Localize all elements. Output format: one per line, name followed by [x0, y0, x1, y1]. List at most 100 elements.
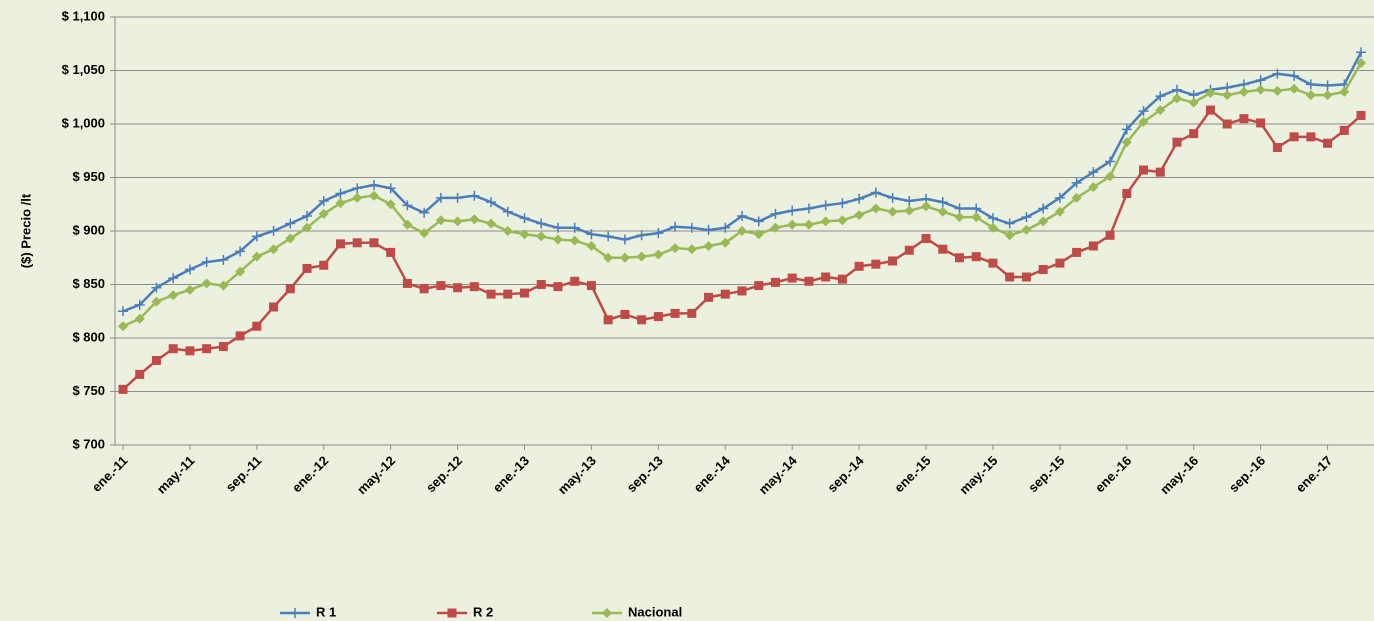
marker [954, 203, 965, 214]
x-tick-label: may.-13 [555, 453, 599, 497]
marker [787, 273, 797, 283]
marker [921, 201, 932, 212]
marker [502, 206, 513, 217]
marker [670, 308, 680, 318]
marker [1255, 75, 1266, 86]
marker [854, 261, 864, 271]
marker [1222, 119, 1232, 129]
marker [653, 312, 663, 322]
marker [870, 203, 881, 214]
marker [486, 289, 496, 299]
marker [704, 292, 714, 302]
marker [1054, 206, 1065, 217]
marker [168, 273, 179, 284]
marker [1171, 84, 1182, 95]
marker [1171, 93, 1182, 104]
marker [1105, 171, 1116, 182]
marker [319, 260, 329, 270]
y-tick-label: $ 800 [72, 329, 105, 344]
marker [1121, 137, 1132, 148]
series-line [122, 108, 1362, 391]
marker [302, 263, 312, 273]
marker [1005, 272, 1015, 282]
marker [1239, 114, 1249, 124]
marker [753, 216, 764, 227]
marker [1072, 247, 1082, 257]
marker [168, 290, 179, 301]
marker [218, 280, 229, 291]
marker [1289, 83, 1300, 94]
marker [1339, 125, 1349, 135]
marker [1155, 105, 1166, 116]
marker [703, 224, 714, 235]
marker [1155, 167, 1165, 177]
marker [536, 218, 547, 229]
x-tick-label: ene.-17 [1293, 453, 1335, 495]
marker [837, 274, 847, 284]
marker [235, 331, 245, 341]
marker [1356, 110, 1366, 120]
marker [619, 252, 630, 263]
marker [770, 277, 780, 287]
marker [268, 226, 279, 236]
marker [804, 276, 814, 286]
marker [302, 222, 313, 233]
x-tick-label: may.-11 [154, 453, 198, 497]
marker [987, 222, 998, 233]
marker [318, 208, 329, 219]
marker [1155, 91, 1166, 102]
marker [1205, 105, 1215, 115]
marker [184, 284, 195, 295]
x-tick-label: sep.-12 [423, 453, 465, 495]
marker [637, 315, 647, 325]
y-tick-label: $ 1,100 [62, 8, 105, 23]
marker [1305, 90, 1316, 101]
marker [1122, 189, 1132, 199]
marker [1188, 97, 1199, 108]
marker [134, 313, 145, 324]
marker [636, 230, 647, 241]
marker [1222, 90, 1233, 101]
marker [435, 192, 446, 203]
marker [1021, 212, 1032, 223]
marker [1238, 86, 1249, 97]
marker [603, 315, 613, 325]
marker [636, 251, 647, 262]
marker [1021, 272, 1031, 282]
marker [854, 193, 865, 204]
y-tick-label: $ 1,050 [62, 62, 105, 77]
marker [1256, 118, 1266, 128]
x-tick-label: ene.-16 [1092, 453, 1134, 495]
marker [519, 213, 530, 224]
marker [653, 249, 664, 260]
marker [151, 282, 162, 293]
marker [184, 264, 195, 275]
marker [720, 222, 731, 233]
marker [1105, 230, 1115, 240]
marker [887, 206, 898, 217]
marker [921, 233, 931, 243]
marker [1021, 224, 1032, 235]
marker [469, 282, 479, 292]
marker [1306, 132, 1316, 142]
marker [619, 234, 630, 245]
marker [837, 198, 848, 209]
marker [602, 608, 612, 618]
marker [235, 266, 246, 277]
x-tick-label: ene.-13 [490, 453, 532, 495]
marker [402, 200, 413, 211]
marker [285, 284, 295, 294]
marker [552, 234, 563, 245]
marker [1088, 182, 1099, 193]
marker [285, 218, 296, 229]
marker [469, 190, 480, 201]
marker [369, 238, 379, 248]
marker [436, 281, 446, 291]
marker [1138, 106, 1149, 117]
marker [603, 231, 614, 242]
x-tick-label: may.-15 [956, 453, 1000, 497]
marker [252, 321, 262, 331]
marker [368, 190, 379, 201]
legend-label: Nacional [628, 604, 682, 619]
